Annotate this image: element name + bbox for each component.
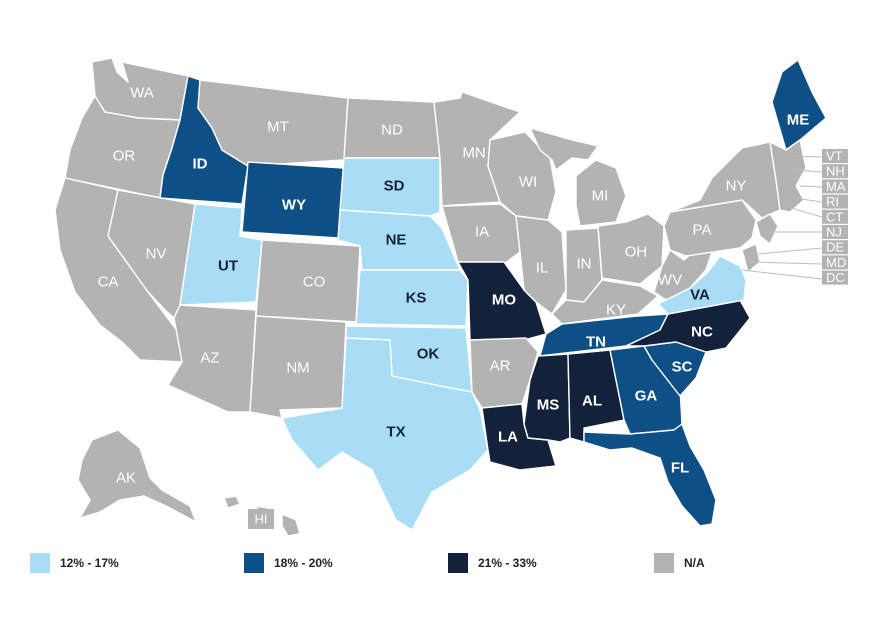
- label-NC: NC: [691, 324, 713, 341]
- tag-box-MD: [822, 255, 848, 270]
- label-MO: MO: [492, 292, 516, 309]
- label-PA: PA: [693, 222, 712, 239]
- label-MN: MN: [462, 145, 485, 162]
- state-ME[interactable]: [771, 59, 827, 151]
- label-NY: NY: [726, 178, 747, 195]
- label-TN: TN: [586, 334, 606, 351]
- legend-item: 18% - 20%: [244, 553, 333, 573]
- tag-box-DE: [822, 240, 848, 255]
- label-TX: TX: [386, 424, 405, 441]
- legend-swatch: [30, 553, 50, 573]
- label-WI: WI: [519, 174, 537, 191]
- label-MI: MI: [592, 188, 609, 205]
- label-UT: UT: [218, 258, 238, 275]
- label-MS: MS: [537, 397, 560, 414]
- legend-item: 21% - 33%: [448, 553, 537, 573]
- legend-label: 12% - 17%: [60, 556, 119, 570]
- tag-box-RI: [822, 194, 848, 209]
- legend-label: 18% - 20%: [274, 556, 333, 570]
- legend-swatch: [654, 553, 674, 573]
- label-HI: HI: [255, 512, 268, 527]
- state-TX[interactable]: [281, 337, 489, 531]
- label-MA[interactable]: MA: [826, 179, 846, 194]
- state-OH[interactable]: [597, 213, 665, 285]
- state-NC[interactable]: [625, 299, 751, 353]
- label-ND: ND: [381, 122, 403, 139]
- state-LA[interactable]: [481, 403, 557, 471]
- label-AR: AR: [490, 358, 511, 375]
- label-IN: IN: [577, 256, 592, 273]
- label-AZ: AZ: [200, 350, 219, 367]
- state-MI[interactable]: [529, 127, 627, 227]
- label-NV: NV: [146, 246, 167, 263]
- tag-box-MA: [822, 179, 848, 194]
- label-NJ[interactable]: NJ: [826, 225, 842, 240]
- legend-swatch: [448, 553, 468, 573]
- label-FL: FL: [671, 460, 689, 477]
- label-AK: AK: [116, 470, 136, 487]
- legend-label: 21% - 33%: [478, 556, 537, 570]
- legend-item: 12% - 17%: [30, 553, 119, 573]
- legend-swatch: [244, 553, 264, 573]
- legend-label: N/A: [684, 556, 705, 570]
- tag-box-NH: [822, 164, 848, 179]
- label-CA: CA: [98, 274, 119, 291]
- label-NE: NE: [386, 232, 407, 249]
- label-AL: AL: [582, 393, 602, 410]
- label-OH: OH: [625, 244, 648, 261]
- label-GA: GA: [635, 388, 658, 405]
- state-AK[interactable]: [77, 429, 197, 523]
- label-SC: SC: [672, 359, 693, 376]
- label-KS: KS: [406, 290, 427, 307]
- tag-box-NJ: [822, 225, 848, 239]
- label-WY: WY: [282, 197, 306, 214]
- label-WV: WV: [658, 272, 682, 289]
- legend-item: N/A: [654, 553, 705, 573]
- label-LA: LA: [498, 429, 518, 446]
- state-SD[interactable]: [339, 157, 441, 217]
- state-VA[interactable]: [657, 255, 747, 315]
- label-MT: MT: [267, 119, 289, 136]
- tag-box-CT: [822, 209, 848, 224]
- label-OR: OR: [113, 148, 136, 165]
- label-SD: SD: [384, 178, 405, 195]
- label-ID: ID: [193, 156, 208, 173]
- label-CT[interactable]: CT: [826, 209, 843, 224]
- state-NM[interactable]: [249, 315, 347, 419]
- label-IA: IA: [475, 224, 489, 241]
- label-IL: IL: [536, 260, 549, 277]
- state-FL[interactable]: [583, 423, 717, 527]
- label-DC[interactable]: DC: [826, 270, 845, 285]
- label-DE[interactable]: DE: [826, 240, 844, 255]
- label-NH[interactable]: NH: [826, 164, 845, 179]
- label-RI[interactable]: RI: [826, 194, 839, 209]
- label-KY: KY: [606, 302, 626, 319]
- label-MD[interactable]: MD: [826, 255, 846, 270]
- label-VT[interactable]: VT: [826, 149, 843, 164]
- label-CO: CO: [303, 274, 326, 291]
- label-ME: ME: [787, 112, 810, 129]
- small-state-leader-lines: [741, 155, 823, 280]
- state-WV[interactable]: [653, 245, 713, 301]
- state-KS[interactable]: [355, 269, 469, 327]
- hi-tag-box: [248, 509, 274, 529]
- label-WA: WA: [130, 85, 154, 102]
- state-AR[interactable]: [469, 337, 539, 409]
- label-VA: VA: [690, 287, 710, 304]
- legend: 12% - 17% 18% - 20% 21% - 33% N/A: [30, 553, 850, 577]
- tag-box-VT: [822, 149, 848, 163]
- label-OK: OK: [417, 346, 440, 363]
- label-NM: NM: [286, 360, 309, 377]
- tag-box-DC: [822, 270, 848, 285]
